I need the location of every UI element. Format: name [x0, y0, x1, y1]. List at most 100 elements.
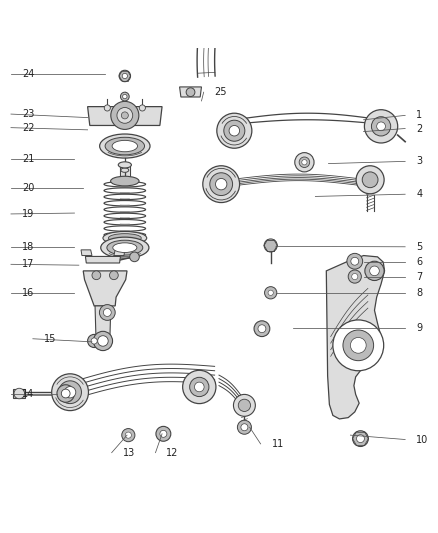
Polygon shape: [85, 256, 120, 263]
Circle shape: [268, 290, 273, 295]
Circle shape: [110, 271, 118, 280]
Circle shape: [14, 388, 25, 399]
Circle shape: [117, 108, 133, 123]
Ellipse shape: [108, 233, 141, 243]
Circle shape: [120, 92, 129, 101]
Text: 5: 5: [416, 242, 422, 252]
Text: 7: 7: [416, 272, 422, 281]
Polygon shape: [81, 250, 92, 255]
Circle shape: [343, 330, 374, 361]
Text: 23: 23: [22, 109, 34, 119]
Text: 6: 6: [416, 257, 422, 267]
Circle shape: [371, 117, 391, 136]
Ellipse shape: [103, 231, 147, 245]
Circle shape: [91, 338, 97, 344]
Circle shape: [130, 252, 139, 262]
Ellipse shape: [107, 240, 143, 255]
Circle shape: [333, 320, 384, 371]
Text: 10: 10: [416, 434, 428, 445]
Circle shape: [64, 386, 76, 398]
Circle shape: [119, 70, 131, 82]
Text: 15: 15: [44, 334, 56, 344]
Circle shape: [92, 271, 101, 280]
Circle shape: [348, 270, 361, 283]
Circle shape: [362, 172, 378, 188]
Ellipse shape: [118, 162, 131, 168]
Ellipse shape: [105, 138, 145, 155]
Text: 24: 24: [22, 69, 34, 79]
Circle shape: [156, 426, 171, 441]
Polygon shape: [374, 121, 394, 134]
Circle shape: [233, 394, 255, 416]
Polygon shape: [83, 271, 127, 306]
Circle shape: [237, 420, 251, 434]
Circle shape: [52, 374, 88, 410]
Circle shape: [59, 381, 81, 403]
Circle shape: [104, 105, 110, 111]
Ellipse shape: [112, 140, 138, 152]
Circle shape: [122, 429, 135, 442]
Circle shape: [264, 239, 277, 252]
Polygon shape: [88, 107, 162, 125]
Circle shape: [370, 266, 379, 276]
Circle shape: [347, 253, 363, 269]
Circle shape: [265, 287, 277, 299]
Text: 16: 16: [22, 288, 34, 298]
Circle shape: [194, 382, 204, 392]
Circle shape: [139, 105, 145, 111]
Circle shape: [160, 430, 167, 437]
Circle shape: [217, 113, 252, 148]
Circle shape: [125, 432, 131, 438]
Text: 3: 3: [416, 156, 422, 166]
Text: 14: 14: [22, 389, 34, 399]
Circle shape: [302, 159, 307, 165]
Polygon shape: [180, 87, 201, 97]
Circle shape: [210, 173, 233, 196]
Circle shape: [183, 370, 216, 403]
Text: 2: 2: [416, 124, 422, 134]
Text: 8: 8: [416, 288, 422, 298]
Polygon shape: [114, 250, 125, 255]
Circle shape: [229, 125, 240, 136]
Circle shape: [203, 166, 240, 203]
Circle shape: [103, 309, 111, 317]
Circle shape: [299, 157, 310, 167]
Circle shape: [258, 325, 266, 333]
Circle shape: [98, 336, 108, 346]
Text: 19: 19: [22, 209, 34, 219]
Circle shape: [351, 257, 359, 265]
Ellipse shape: [101, 237, 149, 258]
Circle shape: [122, 74, 127, 78]
Circle shape: [186, 88, 195, 96]
Circle shape: [238, 399, 251, 411]
Circle shape: [123, 94, 127, 99]
Circle shape: [357, 435, 364, 442]
Circle shape: [111, 101, 139, 130]
Text: 18: 18: [22, 242, 34, 252]
Circle shape: [350, 337, 366, 353]
Polygon shape: [13, 389, 25, 398]
Circle shape: [215, 179, 227, 190]
Circle shape: [364, 110, 398, 143]
Ellipse shape: [110, 176, 139, 186]
Ellipse shape: [121, 168, 129, 172]
Text: 11: 11: [272, 439, 284, 449]
Polygon shape: [326, 255, 385, 419]
Circle shape: [224, 120, 245, 141]
Circle shape: [365, 261, 384, 280]
Circle shape: [190, 377, 209, 397]
Text: 25: 25: [215, 87, 227, 97]
Circle shape: [352, 273, 358, 280]
Text: 20: 20: [22, 183, 34, 192]
Text: 22: 22: [22, 123, 35, 133]
Circle shape: [99, 304, 115, 320]
Circle shape: [241, 424, 248, 431]
Circle shape: [88, 334, 101, 348]
Polygon shape: [120, 165, 130, 181]
Ellipse shape: [113, 243, 137, 253]
Text: 12: 12: [166, 448, 179, 458]
Polygon shape: [95, 306, 111, 336]
Circle shape: [377, 122, 385, 131]
Ellipse shape: [99, 134, 150, 158]
Circle shape: [254, 321, 270, 336]
